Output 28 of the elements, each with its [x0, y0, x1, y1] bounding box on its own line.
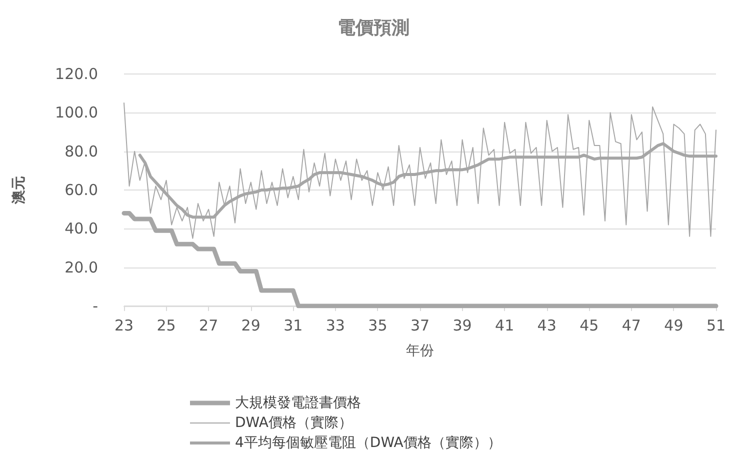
x-tick-label: 47: [622, 316, 641, 334]
x-tick-label: 35: [368, 316, 388, 334]
legend-label: DWA價格（實際）: [235, 415, 352, 431]
x-tick-label: 31: [284, 316, 303, 334]
y-tick-label: 20.0: [64, 258, 98, 276]
legend-label: 大規模發電證書價格: [235, 395, 361, 411]
x-tick-label: 45: [580, 316, 599, 334]
y-tick-label: 120.0: [55, 65, 98, 83]
y-tick-label: -: [92, 297, 98, 315]
x-axis-title: 年份: [406, 343, 434, 359]
x-tick-label: 51: [706, 316, 726, 334]
y-axis-title: 澳元: [11, 176, 27, 205]
x-tick-label: 23: [114, 316, 134, 334]
x-tick-label: 25: [156, 316, 176, 334]
y-tick-label: 100.0: [55, 104, 98, 122]
x-tick-label: 39: [452, 316, 472, 334]
chart-title: 電價預測: [338, 18, 410, 38]
x-tick-label: 33: [326, 316, 345, 334]
x-tick-label: 41: [495, 316, 514, 334]
y-tick-label: 40.0: [64, 220, 98, 238]
y-tick-label: 60.0: [64, 181, 98, 199]
x-tick-label: 37: [410, 316, 430, 334]
legend-label: 4平均每個敏壓電阻（DWA價格（實際））: [235, 435, 502, 451]
y-tick-label: 80.0: [64, 142, 98, 160]
x-tick-label: 49: [664, 316, 684, 334]
x-tick-label: 29: [241, 316, 260, 334]
x-tick-label: 27: [199, 316, 218, 334]
x-tick-label: 43: [537, 316, 556, 334]
